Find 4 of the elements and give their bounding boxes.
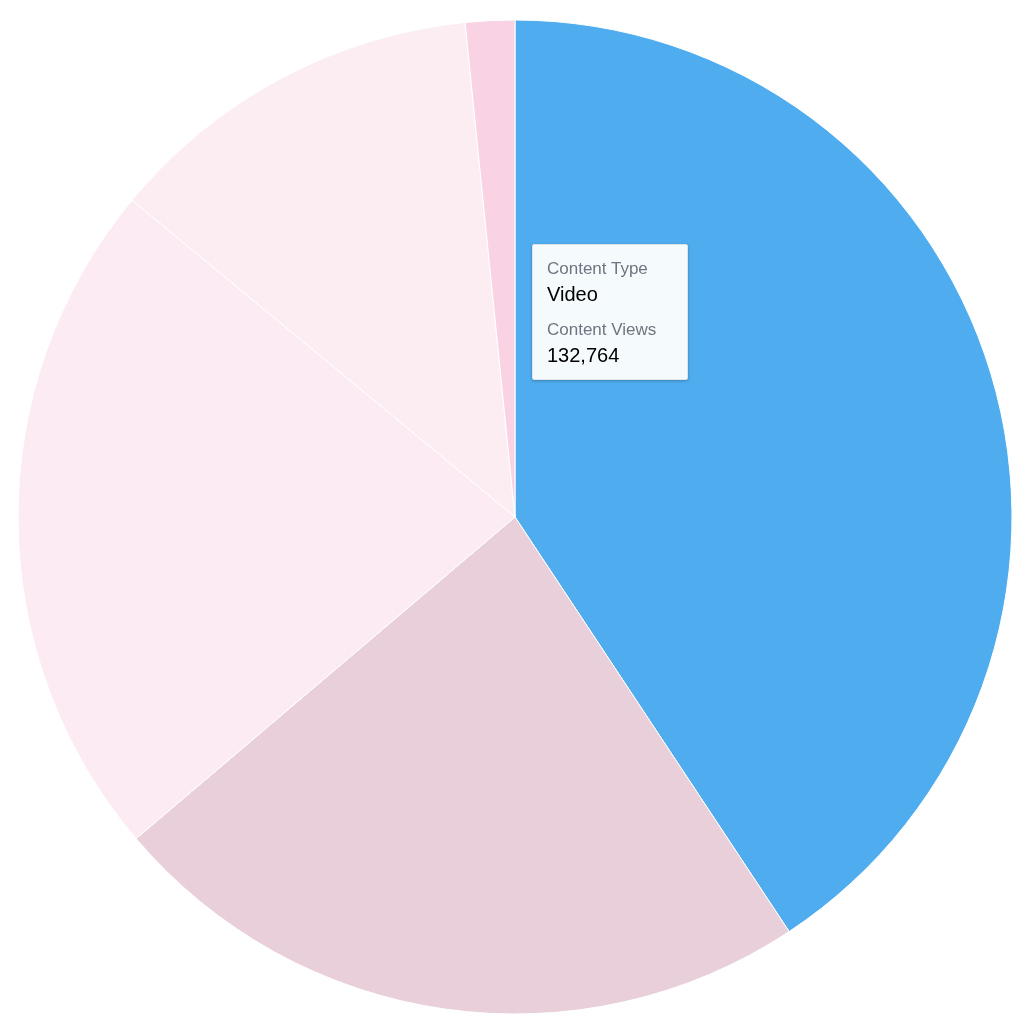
text: Content Type — [547, 259, 649, 279]
text: Content Views — [547, 320, 658, 340]
slice-label: Video — [547, 283, 599, 306]
text: 132,764 — [547, 344, 621, 367]
